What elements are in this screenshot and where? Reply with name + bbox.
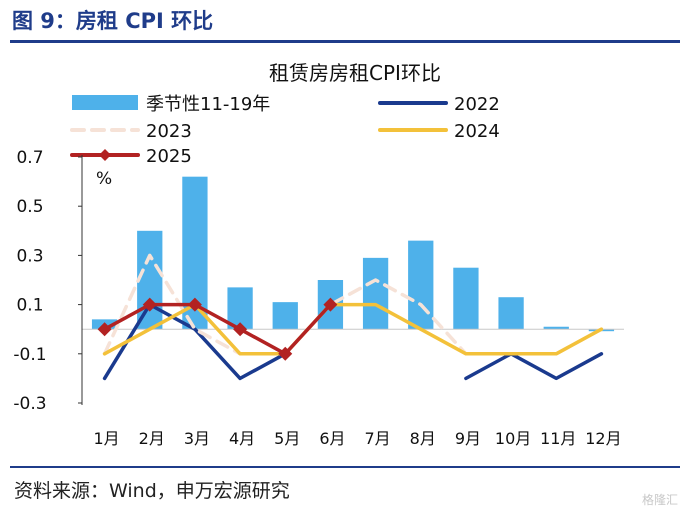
- series-2025-point-1: [97, 322, 112, 337]
- legend-swatch-bar: [72, 95, 138, 110]
- bar-8: [408, 240, 434, 330]
- y-tick-label: 0.7: [16, 148, 43, 168]
- bar-10: [498, 297, 524, 330]
- series-2025-point-4: [233, 322, 248, 337]
- chart-canvas: 租赁房房租CPI环比 % 季节性11-19年 2022 2023 2024 2025 0…: [13, 61, 624, 448]
- bar-2: [137, 230, 163, 330]
- series-2025-point-5: [278, 346, 293, 361]
- series-2022-line-2: [464, 352, 604, 381]
- x-tick-label: 3月: [184, 429, 210, 448]
- y-tick-label: -0.1: [13, 345, 46, 365]
- figure-title: 图 9：房租 CPI 环比: [12, 9, 214, 33]
- watermark: 格隆汇: [641, 493, 678, 507]
- y-unit-label: %: [96, 169, 112, 189]
- bar-series: [91, 176, 615, 332]
- y-tick-label: 0.1: [16, 296, 43, 316]
- y-tick-label: 0.5: [16, 197, 43, 217]
- line-series: [97, 253, 604, 381]
- x-tick-label: 4月: [229, 429, 255, 448]
- title-divider: [10, 40, 680, 43]
- legend-marker-2025: [99, 149, 111, 161]
- x-tick-label: 11月: [540, 429, 576, 448]
- y-tick-label: -0.3: [13, 394, 46, 414]
- x-tick-label: 9月: [455, 429, 481, 448]
- bar-5: [272, 302, 298, 330]
- legend-label-季节性11-19年: 季节性11-19年: [146, 94, 270, 115]
- bar-9: [453, 267, 479, 330]
- x-tick-label: 6月: [319, 429, 345, 448]
- x-tick-label: 8月: [410, 429, 436, 448]
- x-tick-label: 12月: [585, 429, 621, 448]
- legend-label-2025: 2025: [146, 146, 192, 167]
- y-axis: 0.7 0.5 0.3 0.1 -0.1 -0.3: [13, 148, 83, 414]
- legend-label-2024: 2024: [454, 121, 500, 142]
- x-axis: 1月 2月 3月 4月 5月 6月 7月 8月 9月 10月 11月 12月: [93, 429, 621, 448]
- source-divider: [10, 466, 680, 468]
- series-2025-point-6: [323, 297, 338, 312]
- legend-label-2023: 2023: [146, 121, 192, 142]
- x-tick-label: 7月: [364, 429, 390, 448]
- bar-11: [543, 326, 569, 330]
- bar-7: [362, 257, 389, 330]
- legend-label-2022: 2022: [454, 94, 500, 115]
- series-2025-point-2: [142, 297, 157, 312]
- x-tick-label: 5月: [274, 429, 300, 448]
- source-note: 资料来源：Wind，申万宏源研究: [14, 480, 290, 502]
- series-2025-line: [102, 302, 333, 356]
- x-tick-label: 2月: [139, 429, 165, 448]
- y-tick-label: 0.3: [16, 246, 43, 266]
- chart-title: 租赁房房租CPI环比: [269, 61, 441, 85]
- legend: 季节性11-19年 2022 2023 2024 2025: [70, 94, 500, 167]
- series-2022-line-1: [102, 302, 287, 381]
- x-tick-label: 10月: [495, 429, 531, 448]
- series-2025-point-3: [187, 297, 202, 312]
- x-tick-label: 1月: [93, 429, 119, 448]
- series-2024-line: [102, 302, 604, 356]
